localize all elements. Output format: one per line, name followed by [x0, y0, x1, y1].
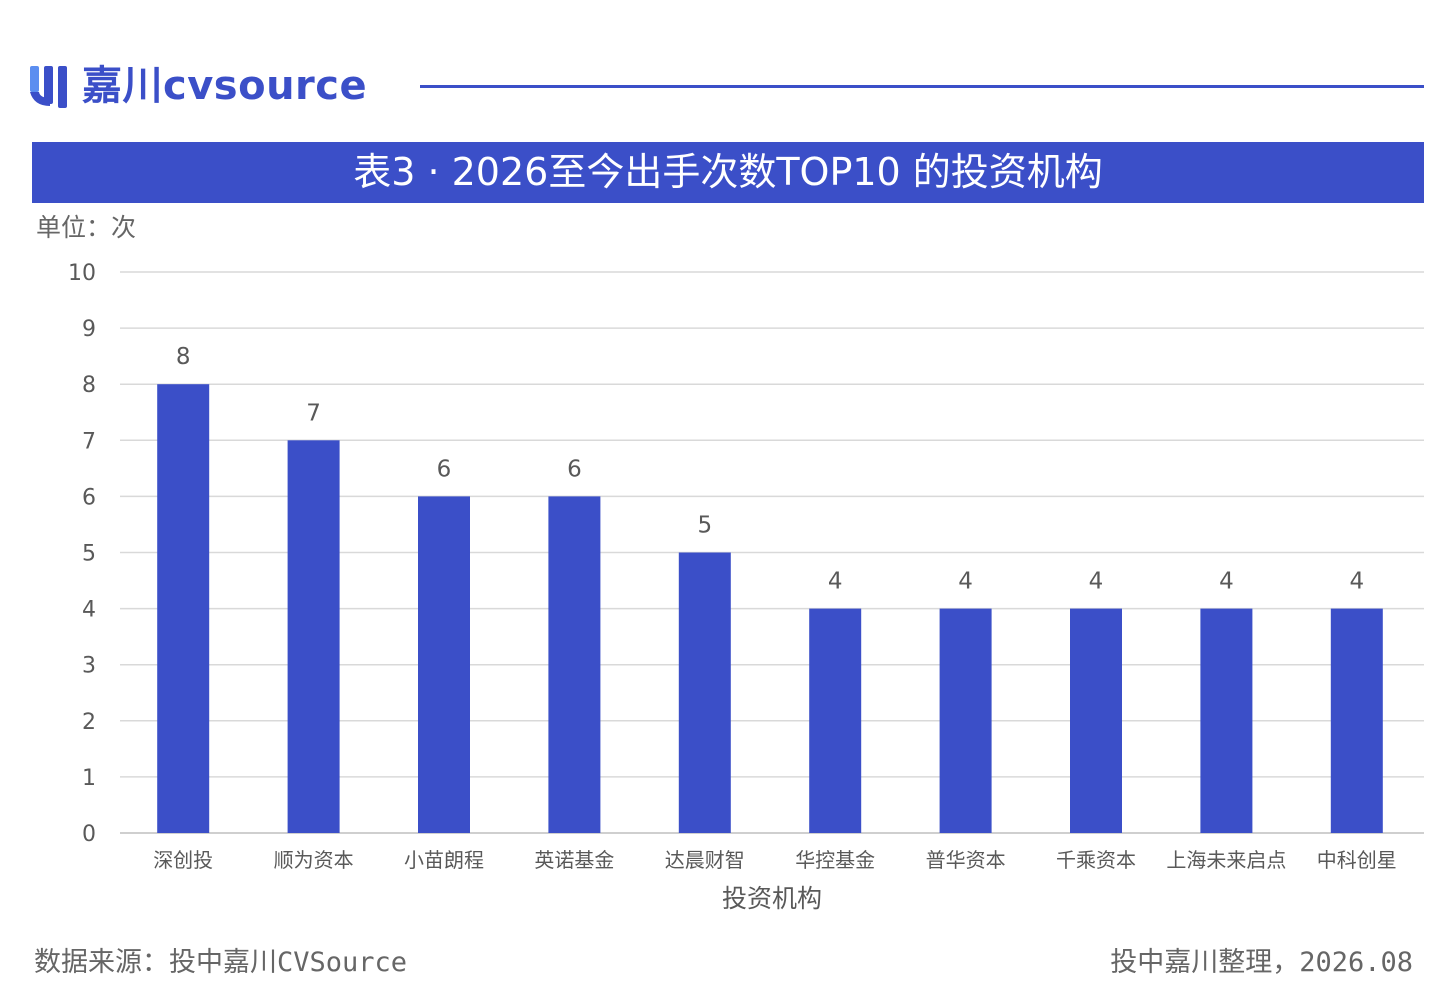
- y-tick-label: 4: [82, 598, 96, 623]
- data-label: 4: [1349, 569, 1364, 595]
- y-tick-label: 2: [82, 710, 96, 735]
- bar: [809, 608, 862, 833]
- data-label: 8: [176, 344, 191, 370]
- data-label: 4: [1089, 569, 1104, 595]
- data-label: 4: [958, 569, 973, 595]
- x-tick-label: 中科创星: [1317, 848, 1397, 872]
- x-tick-label: 上海未来启点: [1166, 848, 1286, 872]
- y-tick-label: 1: [82, 766, 96, 791]
- y-tick-label: 8: [82, 373, 96, 398]
- brand-logo-text: 嘉川cvsource: [82, 63, 368, 109]
- x-tick-label: 顺为资本: [274, 848, 354, 872]
- y-tick-label: 5: [82, 542, 96, 567]
- bar: [939, 608, 992, 833]
- unit-label: 单位：次: [36, 213, 137, 242]
- data-label: 7: [306, 400, 321, 426]
- credit-note: 投中嘉川整理，2026.08: [1110, 947, 1413, 978]
- x-tick-label: 千乘资本: [1056, 848, 1136, 872]
- bar: [1070, 608, 1122, 833]
- bar: [418, 496, 470, 833]
- bar: [157, 384, 210, 833]
- brand-logo-icon: [28, 62, 74, 110]
- y-tick-label: 7: [82, 429, 96, 454]
- header-divider: [420, 85, 1424, 88]
- x-tick-label: 华控基金: [795, 848, 875, 872]
- bar: [1200, 608, 1253, 833]
- y-tick-label: 9: [82, 317, 96, 342]
- x-axis-title: 投资机构: [722, 884, 822, 913]
- data-label: 5: [697, 513, 712, 539]
- brand-logo: 嘉川cvsource: [28, 60, 367, 112]
- data-label: 4: [1219, 569, 1234, 595]
- data-label: 6: [437, 456, 452, 482]
- bar: [548, 496, 601, 833]
- x-tick-label: 英诺基金: [534, 848, 614, 872]
- y-tick-label: 3: [82, 654, 96, 679]
- x-tick-label: 小苗朗程: [404, 848, 484, 872]
- bar: [287, 440, 340, 833]
- chart-title: 表3 · 2026至今出手次数TOP10 的投资机构: [353, 150, 1103, 194]
- bar: [678, 552, 731, 833]
- x-tick-label: 普华资本: [926, 848, 1006, 872]
- data-label: 6: [567, 456, 582, 482]
- y-tick-label: 10: [68, 261, 96, 286]
- x-tick-label: 达晨财智: [665, 848, 745, 872]
- y-tick-label: 0: [82, 822, 96, 847]
- data-label: 4: [828, 569, 843, 595]
- data-source: 数据来源：投中嘉川CVSource: [34, 947, 408, 978]
- chart-title-banner: 表3 · 2026至今出手次数TOP10 的投资机构: [32, 142, 1424, 203]
- bar: [1330, 608, 1383, 833]
- x-tick-label: 深创投: [153, 848, 213, 872]
- y-tick-label: 6: [82, 485, 96, 510]
